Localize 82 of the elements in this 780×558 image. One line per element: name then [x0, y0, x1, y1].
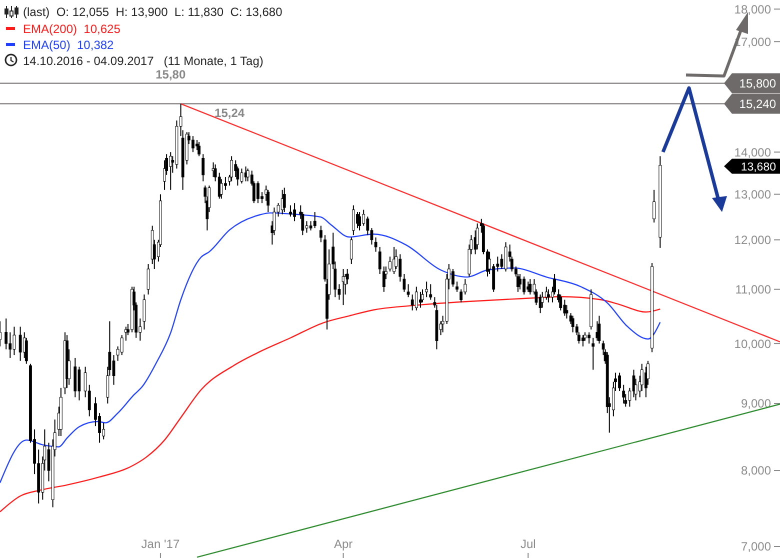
y-tick-label: 7,000	[740, 540, 772, 554]
y-tick-label: 10,000	[734, 336, 772, 351]
candlestick	[518, 274, 522, 290]
candlestick	[230, 156, 234, 182]
candlestick	[289, 204, 292, 218]
candlestick	[652, 189, 656, 224]
candlestick	[78, 366, 81, 401]
candlestick	[410, 294, 414, 311]
candlestick	[378, 246, 382, 275]
y-tick-label: 8,000	[740, 464, 772, 478]
candlestick	[419, 291, 422, 308]
candlestick	[313, 212, 316, 229]
y-tick-label: 12,000	[734, 233, 772, 248]
y-tick-label: 13,000	[734, 187, 772, 202]
candlestick	[293, 202, 296, 222]
candlestick	[398, 254, 402, 282]
candlestick	[571, 315, 574, 333]
candlestick	[366, 216, 370, 236]
chart-title: (last) O: 12,055 H: 13,900 L: 11,830 C: 13,680	[23, 5, 283, 19]
candlestick	[256, 180, 260, 204]
candlestick	[120, 334, 124, 356]
candlestick	[224, 176, 227, 190]
y-tick-label: 18,000	[734, 2, 772, 16]
candlestick	[504, 242, 508, 272]
ref-line-label: 15,800	[739, 76, 776, 90]
annotation: 15,80	[156, 67, 186, 82]
candlestick	[112, 354, 116, 386]
x-tick-label: Apr	[334, 537, 353, 551]
candlestick	[282, 187, 286, 213]
candlestick	[362, 209, 366, 226]
candlestick	[406, 284, 410, 298]
annotation: 15,24	[214, 106, 245, 120]
candlestick	[425, 281, 428, 298]
candlestick	[142, 294, 146, 330]
annotation: 13,680	[740, 161, 776, 174]
candlestick	[618, 372, 621, 392]
candlestick	[4, 318, 8, 350]
candlestick	[246, 168, 250, 182]
candlestick	[146, 264, 150, 296]
y-tick-label: 11,000	[735, 282, 772, 297]
candlestick	[402, 274, 406, 292]
candlestick	[429, 284, 432, 300]
candlestick	[592, 337, 595, 370]
candlestick	[456, 281, 458, 292]
candlestick	[309, 220, 312, 231]
candlestick	[382, 266, 386, 292]
candlestick	[319, 225, 322, 243]
candlestick	[476, 222, 479, 250]
x-tick-label: Jul	[520, 537, 536, 551]
candlestick	[598, 315, 601, 344]
candlestick	[202, 154, 205, 182]
ref-line-label: 15,240	[739, 97, 776, 112]
candlestick	[452, 268, 454, 288]
x-tick-label: Jan '17	[141, 537, 180, 551]
line-series	[0, 212, 661, 484]
candlestick	[358, 212, 361, 231]
candlestick	[198, 142, 201, 157]
candlestick	[169, 152, 172, 190]
candlestick	[622, 384, 626, 404]
y-tick-label: 9,000	[740, 396, 772, 411]
candlestick	[414, 286, 418, 311]
candlestick	[266, 189, 270, 213]
candlestick	[522, 276, 526, 296]
candlestick	[12, 326, 16, 356]
candlestick	[528, 278, 532, 296]
candlestick	[546, 288, 550, 303]
candlestick	[588, 332, 591, 344]
candlestick	[632, 369, 636, 398]
legend-label: EMA(200) 10,625	[23, 22, 121, 36]
y-tick-label: 14,000	[734, 145, 772, 160]
candlestick	[18, 326, 22, 362]
candlestick	[582, 334, 584, 347]
text: 14.10.2016 - 04.09.2017 (11 Monate, 1 Tag)	[23, 54, 264, 68]
candlestick	[8, 332, 12, 358]
candlestick	[388, 256, 392, 272]
candlestick	[563, 299, 566, 316]
legend-label: EMA(50) 10,382	[23, 38, 114, 52]
candlestick	[352, 204, 355, 236]
candlestick	[350, 236, 353, 265]
candlestick	[240, 168, 244, 184]
candlestick	[374, 236, 378, 252]
candlestick	[192, 136, 194, 153]
